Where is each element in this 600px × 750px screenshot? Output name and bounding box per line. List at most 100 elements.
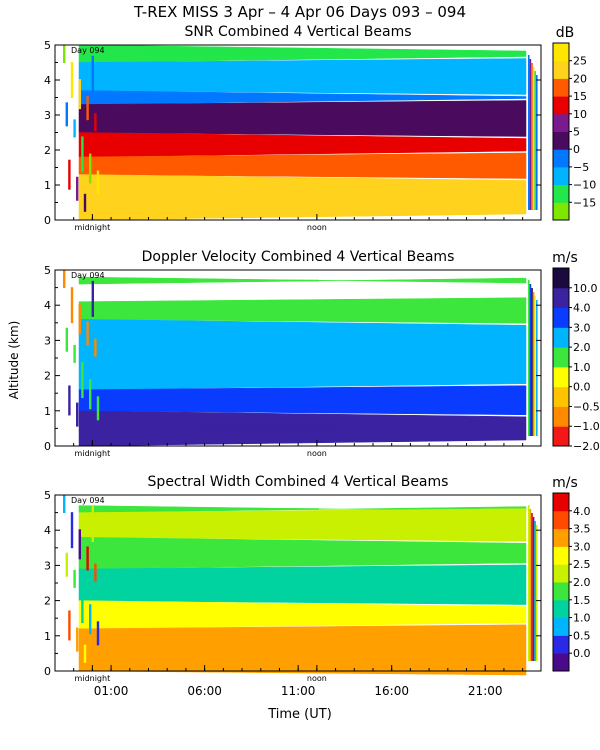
figure-title: T-REX MISS 3 Apr – 4 Apr 06 Days 093 – 0… — [133, 3, 466, 21]
colorbar-swatch — [553, 202, 569, 221]
colorbar-tick-label: −1.0 — [573, 420, 600, 433]
edge-noise-cell — [86, 546, 89, 571]
colorbar-tick-label: 25 — [573, 55, 587, 68]
y-axis-label: Altitude (km) — [7, 321, 21, 400]
day-annotation: Day 094 — [71, 271, 105, 280]
y-tick-label: 0 — [44, 665, 51, 678]
edge-noise-cell — [528, 280, 530, 436]
contour-streak — [169, 353, 329, 356]
edge-noise-cell — [65, 102, 68, 127]
edge-noise-cell — [68, 159, 71, 190]
time-marker-label: midnight — [75, 674, 111, 683]
y-tick-label: 5 — [44, 39, 51, 52]
contour-streak — [214, 164, 344, 167]
colorbar-swatch — [553, 347, 569, 368]
contour-streak — [184, 117, 334, 120]
edge-noise-cell — [73, 344, 76, 363]
edge-noise-cell — [534, 521, 536, 661]
colorbar-swatch — [553, 426, 569, 447]
edge-noise-cell — [536, 525, 538, 661]
colorbar-tick-label: 5 — [573, 126, 580, 139]
colorbar-tick-label: 2.0 — [573, 576, 591, 589]
y-tick-label: 1 — [44, 630, 51, 643]
y-tick-label: 2 — [44, 144, 51, 157]
contour-streak — [154, 523, 324, 526]
contour-streak — [154, 75, 324, 78]
colorbar-swatch — [553, 599, 569, 619]
x-tick-label: 11:00 — [281, 684, 316, 698]
y-tick-label: 5 — [44, 489, 51, 502]
colorbar-tick-label: 10.0 — [573, 282, 598, 295]
edge-noise-cell — [76, 176, 79, 201]
edge-noise-cell — [536, 300, 538, 436]
contour-streak — [139, 279, 319, 282]
colorbar-swatch — [553, 268, 569, 289]
colorbar-swatch — [553, 617, 569, 636]
panel-title: SNR Combined 4 Vertical Beams — [184, 24, 411, 40]
contour-streak — [169, 552, 329, 555]
edge-noise-cell — [531, 63, 533, 210]
contour-streak — [199, 613, 339, 616]
y-tick-label: 4 — [44, 74, 51, 87]
edge-noise-cell — [81, 362, 84, 399]
edge-noise-cell — [70, 62, 74, 99]
edge-noise-cell — [73, 569, 76, 588]
y-tick-label: 3 — [44, 559, 51, 572]
edge-noise-cell — [89, 153, 92, 184]
edge-noise-cell — [68, 385, 71, 416]
edge-noise-cell — [86, 321, 89, 346]
panels: SNR Combined 4 Vertical Beams Day 094 0 1 2 3… — [44, 24, 600, 698]
x-axis-label: Time (UT) — [267, 707, 332, 722]
y-tick-label: 3 — [44, 334, 51, 347]
colorbar-swatch — [553, 166, 569, 186]
colorbar-swatch — [553, 184, 569, 203]
edge-noise-cell — [68, 610, 71, 641]
panel-snr: SNR Combined 4 Vertical Beams Day 094 0 1 2 3… — [44, 24, 596, 232]
edge-noise-cell — [532, 292, 535, 436]
edge-noise-cell — [78, 529, 81, 560]
colorbar-tick-label: 1.0 — [573, 361, 591, 374]
colorbar-swatch — [553, 113, 569, 132]
y-tick-label: 0 — [44, 440, 51, 453]
y-tick-label: 3 — [44, 109, 51, 122]
edge-noise-cell — [63, 45, 66, 63]
colorbar-unit: m/s — [552, 250, 578, 266]
edge-noise-cell — [94, 338, 97, 357]
colorbar-swatch — [553, 78, 569, 97]
colorbar-tick-label: 0.0 — [573, 647, 591, 660]
contour-streak — [199, 143, 339, 146]
day-annotation: Day 094 — [71, 496, 105, 505]
edge-noise-cell — [63, 495, 66, 513]
time-marker-label: midnight — [75, 449, 111, 458]
edge-noise-cell — [83, 644, 87, 663]
edge-noise-cell — [70, 287, 74, 324]
edge-noise-cell — [78, 304, 81, 335]
colorbar-swatch — [553, 327, 569, 348]
colorbar-tick-label: −0.5 — [573, 400, 600, 413]
y-tick-label: 2 — [44, 595, 51, 608]
colorbar-swatch — [553, 635, 569, 654]
colorbar-unit: m/s — [552, 475, 578, 491]
colorbar-swatch — [553, 546, 569, 565]
edge-noise-cell — [70, 512, 74, 549]
time-marker-label: midnight — [75, 223, 111, 232]
edge-noise-cell — [73, 119, 76, 138]
panel-velocity: Doppler Velocity Combined 4 Vertical Bea… — [44, 249, 600, 458]
colorbar-swatch — [553, 287, 569, 309]
edge-noise-cell — [529, 509, 532, 661]
edge-noise-cell — [65, 327, 68, 352]
colorbar-tick-label: 2.0 — [573, 341, 591, 354]
edge-noise-cell — [94, 563, 97, 582]
colorbar-swatch — [553, 131, 569, 150]
edge-noise-cell — [96, 396, 100, 421]
contour-streak — [184, 399, 334, 402]
edge-noise-cell — [81, 587, 84, 624]
y-tick-label: 4 — [44, 524, 51, 537]
colorbar-tick-label: 0.5 — [573, 629, 591, 642]
colorbar-tick-label: 15 — [573, 90, 587, 103]
colorbar-tick-label: −15 — [573, 196, 596, 209]
edge-noise-cell — [91, 55, 94, 92]
edge-noise-cell — [536, 75, 538, 210]
contour-streak — [139, 508, 319, 511]
edge-noise-cell — [91, 505, 94, 542]
